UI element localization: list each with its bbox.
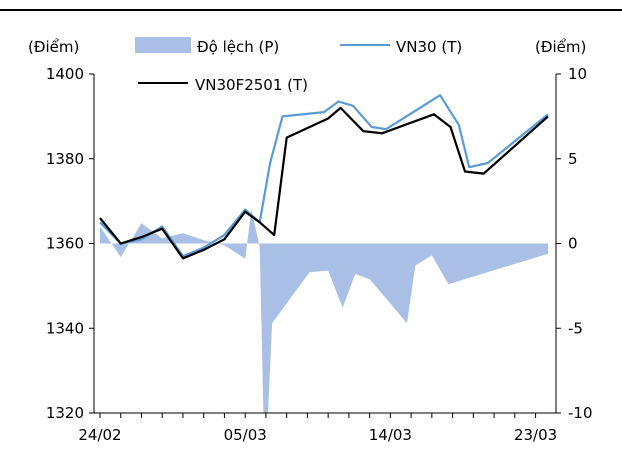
axes: 1320 1340 1360 1380 1400 -10 -5 0 5 10 24/02 05/03 1… <box>46 65 593 444</box>
left-tick-label: 1360 <box>46 235 84 253</box>
right-tick-label: 10 <box>568 65 587 83</box>
x-tick-label: 23/03 <box>514 426 557 444</box>
x-tick-label: 24/02 <box>78 426 121 444</box>
left-tick-label: 1320 <box>46 404 84 422</box>
legend-swatch-spread <box>135 37 191 53</box>
legend-label-vn30: VN30 (T) <box>396 38 462 56</box>
legend-label-spread: Độ lệch (P) <box>197 38 279 56</box>
x-tick-label: 05/03 <box>224 426 267 444</box>
series-line-vn30 <box>99 94 549 258</box>
series-line-future <box>99 106 549 260</box>
left-tick-label: 1340 <box>46 319 84 337</box>
right-tick-label: 0 <box>568 235 578 253</box>
left-unit-label: (Điểm) <box>28 38 79 56</box>
left-tick-label: 1400 <box>46 65 84 83</box>
legend-label-future: VN30F2501 (T) <box>195 76 308 94</box>
right-unit-label: (Điểm) <box>535 38 586 56</box>
right-tick-label: -5 <box>568 319 583 337</box>
left-tick-label: 1380 <box>46 150 84 168</box>
series-area-spread <box>100 209 548 413</box>
x-tick-label: 14/03 <box>369 426 412 444</box>
plot-area <box>99 94 549 413</box>
right-tick-label: -10 <box>568 404 593 422</box>
right-tick-label: 5 <box>568 150 578 168</box>
